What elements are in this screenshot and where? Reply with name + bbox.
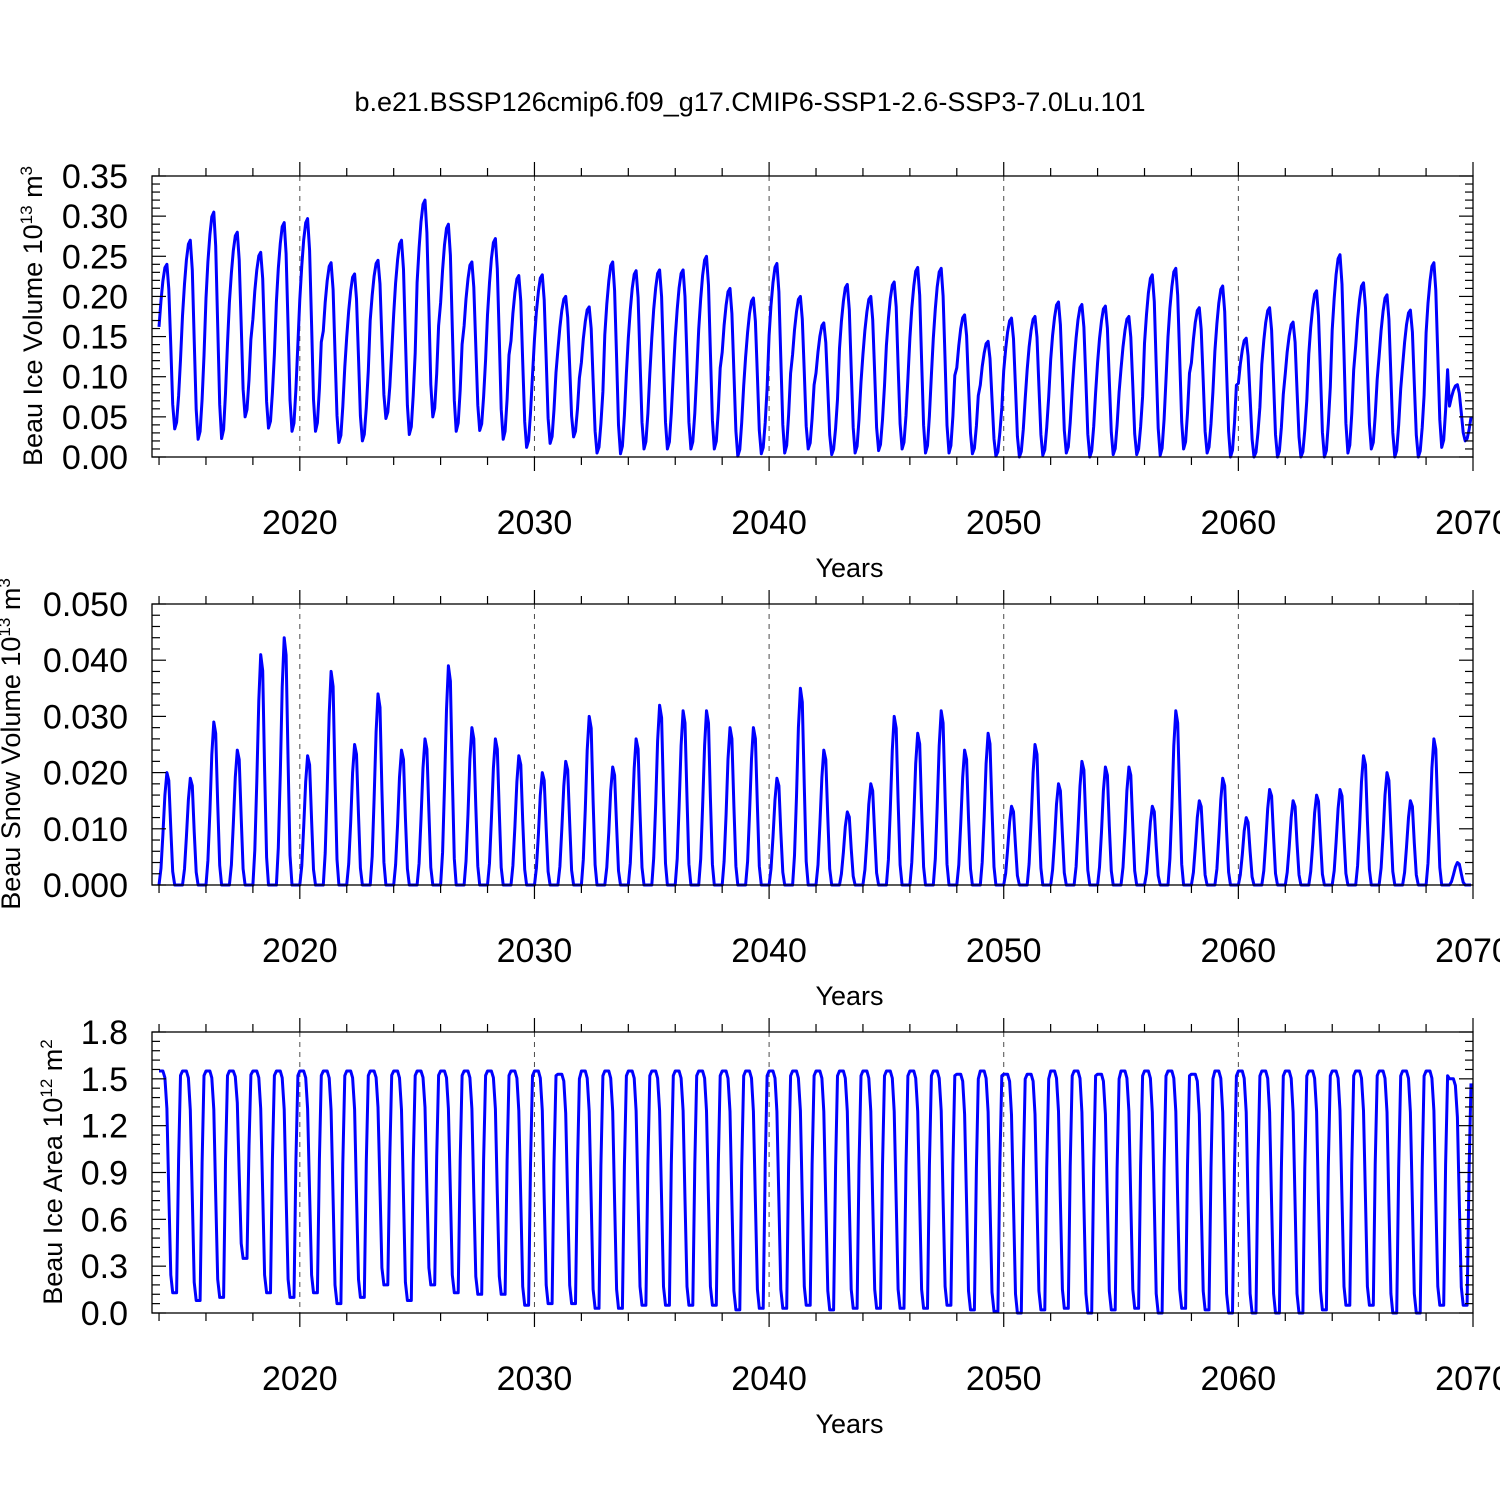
y-axis-title: Beau Ice Volume 1013 m3 (17, 166, 48, 466)
y-tick-label: 0.030 (43, 698, 128, 736)
x-tick-label: 2060 (1201, 504, 1277, 542)
y-tick-label: 0.000 (43, 867, 128, 905)
y-axis-title: Beau Snow Volume 1013 m3 (0, 578, 26, 910)
x-tick-label: 2020 (262, 504, 338, 542)
x-tick-label: 2020 (262, 932, 338, 970)
y-tick-label: 0.3 (81, 1248, 128, 1286)
y-tick-label: 0.050 (43, 586, 128, 624)
y-tick-label: 0.9 (81, 1155, 128, 1193)
x-tick-label: 2070 (1435, 504, 1500, 542)
panel-ice-area: 0.0 0.3 0.6 0.9 1.2 1.5 1.8 2020 2030 2040 2050 206… (37, 1014, 1500, 1439)
y-tick-label: 1.2 (81, 1108, 128, 1146)
x-tick-label: 2050 (966, 1360, 1042, 1398)
x-tick-label: 2030 (497, 504, 573, 542)
y-tick-label: 0.30 (62, 198, 128, 236)
y-tick-label: 0.35 (62, 158, 128, 196)
plot-frame (151, 175, 1474, 458)
x-tick-label: 2030 (497, 932, 573, 970)
y-axis-title: Beau Ice Area 1012 m2 (37, 1039, 68, 1305)
x-tick-label: 2030 (497, 1360, 573, 1398)
y-tick-label: 0.020 (43, 755, 128, 793)
y-tick-label: 0.00 (62, 439, 128, 477)
x-tick-label: 2050 (966, 504, 1042, 542)
y-tick-label: 0.15 (62, 319, 128, 357)
y-tick-label: 0.6 (81, 1201, 128, 1239)
y-tick-label: 0.10 (62, 359, 128, 397)
x-axis-title: Years (815, 981, 883, 1011)
y-tick-label: 0.25 (62, 238, 128, 276)
x-axis-title: Years (815, 553, 883, 583)
figure-title: b.e21.BSSP126cmip6.f09_g17.CMIP6-SSP1-2.… (355, 87, 1146, 117)
y-tick-label: 0.040 (43, 642, 128, 680)
x-tick-label: 2060 (1201, 932, 1277, 970)
y-tick-label: 0.20 (62, 278, 128, 316)
x-tick-label: 2070 (1435, 932, 1500, 970)
y-tick-label: 1.8 (81, 1014, 128, 1052)
x-tick-label: 2040 (731, 504, 807, 542)
series-line (157, 198, 1473, 459)
series-line (159, 1069, 1473, 1315)
x-axis-title: Years (815, 1409, 883, 1439)
x-tick-label: 2040 (731, 1360, 807, 1398)
x-tick-label: 2050 (966, 932, 1042, 970)
x-tick-label: 2060 (1201, 1360, 1277, 1398)
y-tick-label: 1.5 (81, 1061, 128, 1099)
y-tick-label: 0.010 (43, 811, 128, 849)
plot-frame (151, 603, 1474, 886)
x-tick-label: 2070 (1435, 1360, 1500, 1398)
x-tick-label: 2040 (731, 932, 807, 970)
y-tick-label: 0.0 (81, 1295, 128, 1333)
x-tick-label: 2020 (262, 1360, 338, 1398)
panel-snow-volume: 0.000 0.010 0.020 0.030 0.040 0.050 2020 2030 20… (0, 578, 1500, 1011)
y-tick-label: 0.05 (62, 399, 128, 437)
panel-ice-volume: 0.000.050.100.150.200.250.300.35 2020 2030… (17, 158, 1500, 583)
series-line (157, 636, 1471, 887)
